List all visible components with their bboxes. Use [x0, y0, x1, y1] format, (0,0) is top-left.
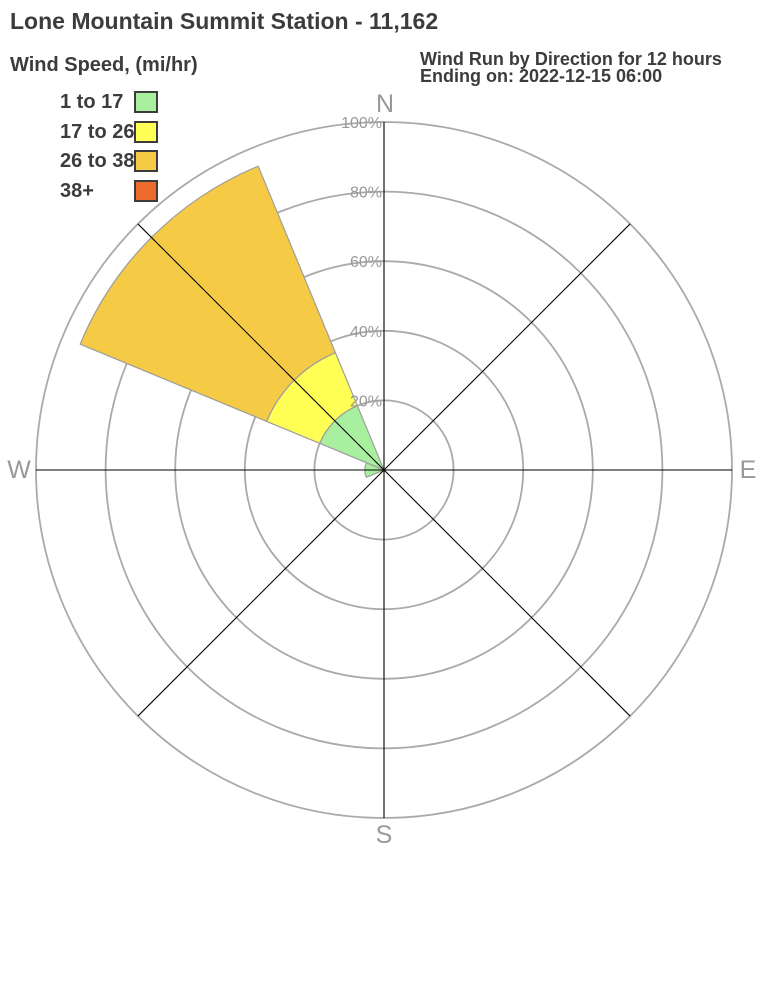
legend-swatch — [134, 121, 158, 143]
ring-label-40: 40% — [350, 324, 382, 341]
ring-label-80: 80% — [350, 185, 382, 202]
legend-item: 26 to 38 — [0, 147, 158, 175]
compass-label-E: E — [740, 456, 757, 484]
legend-label: 26 to 38 — [60, 149, 135, 172]
chart-subtitle: Wind Run by Direction for 12 hours Endin… — [420, 49, 722, 86]
subtitle-line-2: Ending on: 2022-12-15 06:00 — [420, 66, 663, 86]
ring-label-100: 100% — [341, 115, 382, 132]
legend-item: 17 to 26 — [0, 118, 158, 146]
legend-swatch — [134, 91, 158, 113]
compass-label-W: W — [7, 456, 31, 484]
compass-label-S: S — [376, 821, 393, 849]
legend-label: 1 to 17 — [60, 90, 124, 113]
page-title: Lone Mountain Summit Station - 11,162 — [10, 8, 439, 34]
legend-swatch — [134, 180, 158, 202]
legend-item: 38+ — [0, 177, 158, 205]
subtitle-line-1: Wind Run by Direction for 12 hours — [420, 49, 722, 69]
ring-label-60: 60% — [350, 254, 382, 271]
legend-heading: Wind Speed, (mi/hr) — [10, 54, 198, 76]
radial-axis-135 — [137, 223, 631, 717]
legend-item: 1 to 17 — [0, 88, 158, 116]
legend-swatch — [134, 150, 158, 172]
legend-label: 38+ — [60, 179, 94, 202]
legend-label: 17 to 26 — [60, 120, 135, 143]
ring-label-20: 20% — [350, 393, 382, 410]
compass-label-N: N — [376, 90, 394, 118]
